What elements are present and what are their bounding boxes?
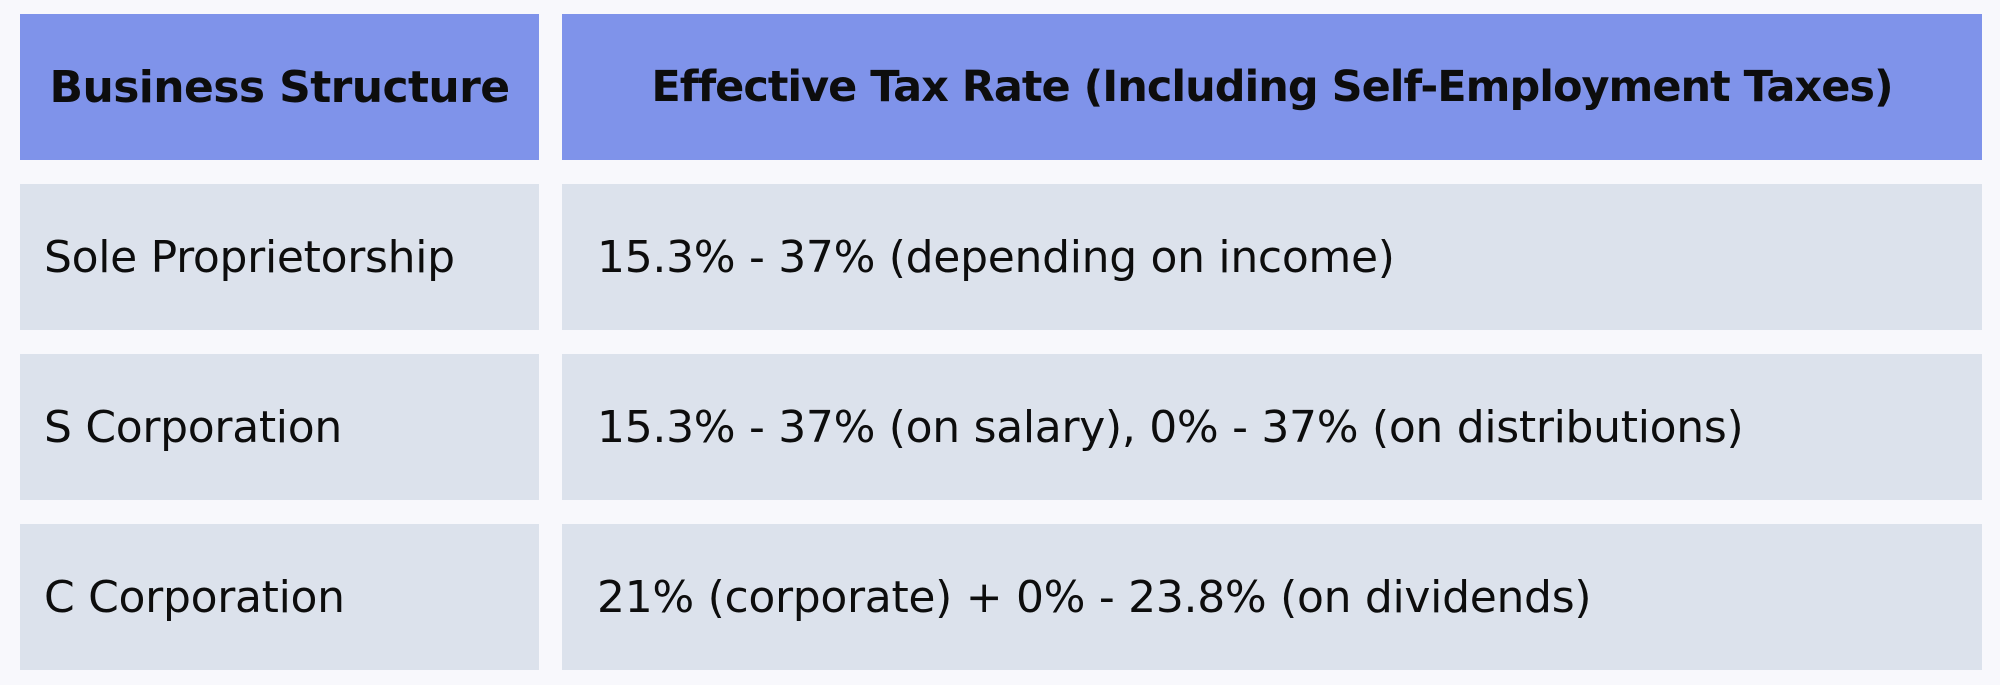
row-sole-proprietorship-structure: Sole Proprietorship [20,184,539,330]
row-s-corporation-rate: 15.3% - 37% (on salary), 0% - 37% (on di… [562,354,1982,500]
row-c-corporation-rate: 21% (corporate) + 0% - 23.8% (on dividen… [562,524,1982,670]
row-sole-proprietorship-rate: 15.3% - 37% (depending on income) [562,184,1982,330]
row-s-corporation-structure: S Corporation [20,354,539,500]
row-c-corporation-structure: C Corporation [20,524,539,670]
tax-rate-table: Business Structure Effective Tax Rate (I… [20,14,1982,670]
header-effective-tax-rate: Effective Tax Rate (Including Self-Emplo… [562,14,1982,160]
header-business-structure: Business Structure [20,14,539,160]
